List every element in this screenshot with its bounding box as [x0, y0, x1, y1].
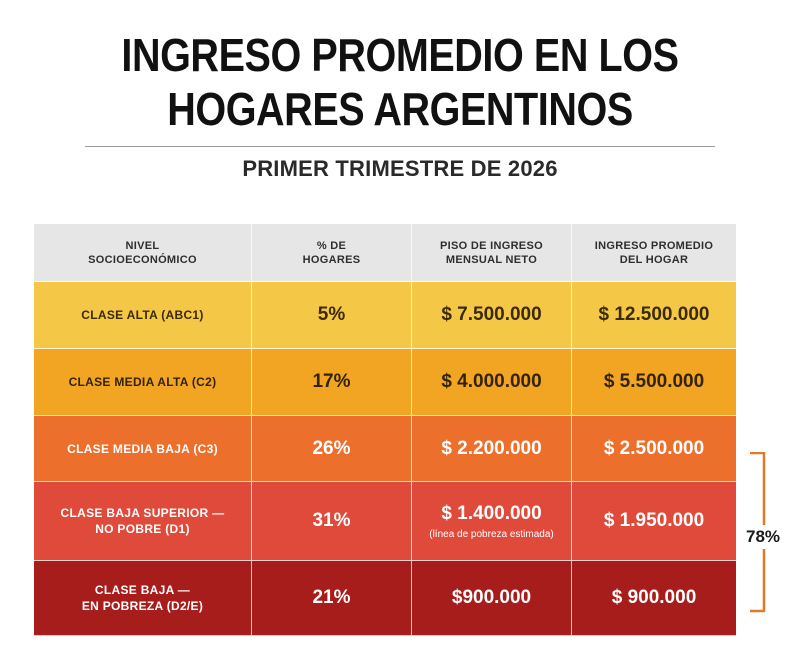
row-avg-d1: $ 1.950.000 — [572, 482, 736, 561]
row-label-abc1: CLASE ALTA (ABC1) — [34, 282, 252, 349]
row-floor-d1: $ 1.400.000 (línea de pobreza estimada) — [412, 482, 572, 561]
row-label-c2: CLASE MEDIA ALTA (C2) — [34, 349, 252, 416]
header-income-floor: PISO DE INGRESO MENSUAL NETO — [412, 224, 572, 282]
income-table: NIVEL SOCIOECONÓMICO % DE HOGARES PISO D… — [34, 224, 736, 636]
title-divider — [85, 146, 715, 147]
header-household-percent: % DE HOGARES — [252, 224, 412, 282]
row-avg-c3: $ 2.500.000 — [572, 416, 736, 482]
row-pct-d1: 31% — [252, 482, 412, 561]
row-avg-d2e: $ 900.000 — [572, 561, 736, 636]
header-socioeconomic-level: NIVEL SOCIOECONÓMICO — [34, 224, 252, 282]
row-floor-d2e: $900.000 — [412, 561, 572, 636]
row-pct-abc1: 5% — [252, 282, 412, 349]
subtitle: PRIMER TRIMESTRE DE 2026 — [242, 156, 558, 181]
row-floor-c2: $ 4.000.000 — [412, 349, 572, 416]
row-floor-c3: $ 2.200.000 — [412, 416, 572, 482]
row-pct-d2e: 21% — [252, 561, 412, 636]
title-line-1: INGRESO PROMEDIO EN LOS — [121, 29, 679, 81]
poverty-line-note: (línea de pobreza estimada) — [429, 528, 554, 540]
row-avg-c2: $ 5.500.000 — [572, 349, 736, 416]
bracket-total-label: 78% — [746, 525, 781, 549]
row-label-d1: CLASE BAJA SUPERIOR — NO POBRE (D1) — [34, 482, 252, 561]
row-pct-c2: 17% — [252, 349, 412, 416]
row-label-c3: CLASE MEDIA BAJA (C3) — [34, 416, 252, 482]
row-floor-abc1: $ 7.500.000 — [412, 282, 572, 349]
row-avg-abc1: $ 12.500.000 — [572, 282, 736, 349]
title-line-2: HOGARES ARGENTINOS — [167, 83, 633, 135]
header-average-income: INGRESO PROMEDIO DEL HOGAR — [572, 224, 736, 282]
page-title: INGRESO PROMEDIO EN LOS HOGARES ARGENTIN… — [56, 28, 744, 136]
row-pct-c3: 26% — [252, 416, 412, 482]
row-label-d2e: CLASE BAJA — EN POBREZA (D2/E) — [34, 561, 252, 636]
row-floor-d1-value: $ 1.400.000 — [441, 502, 542, 524]
